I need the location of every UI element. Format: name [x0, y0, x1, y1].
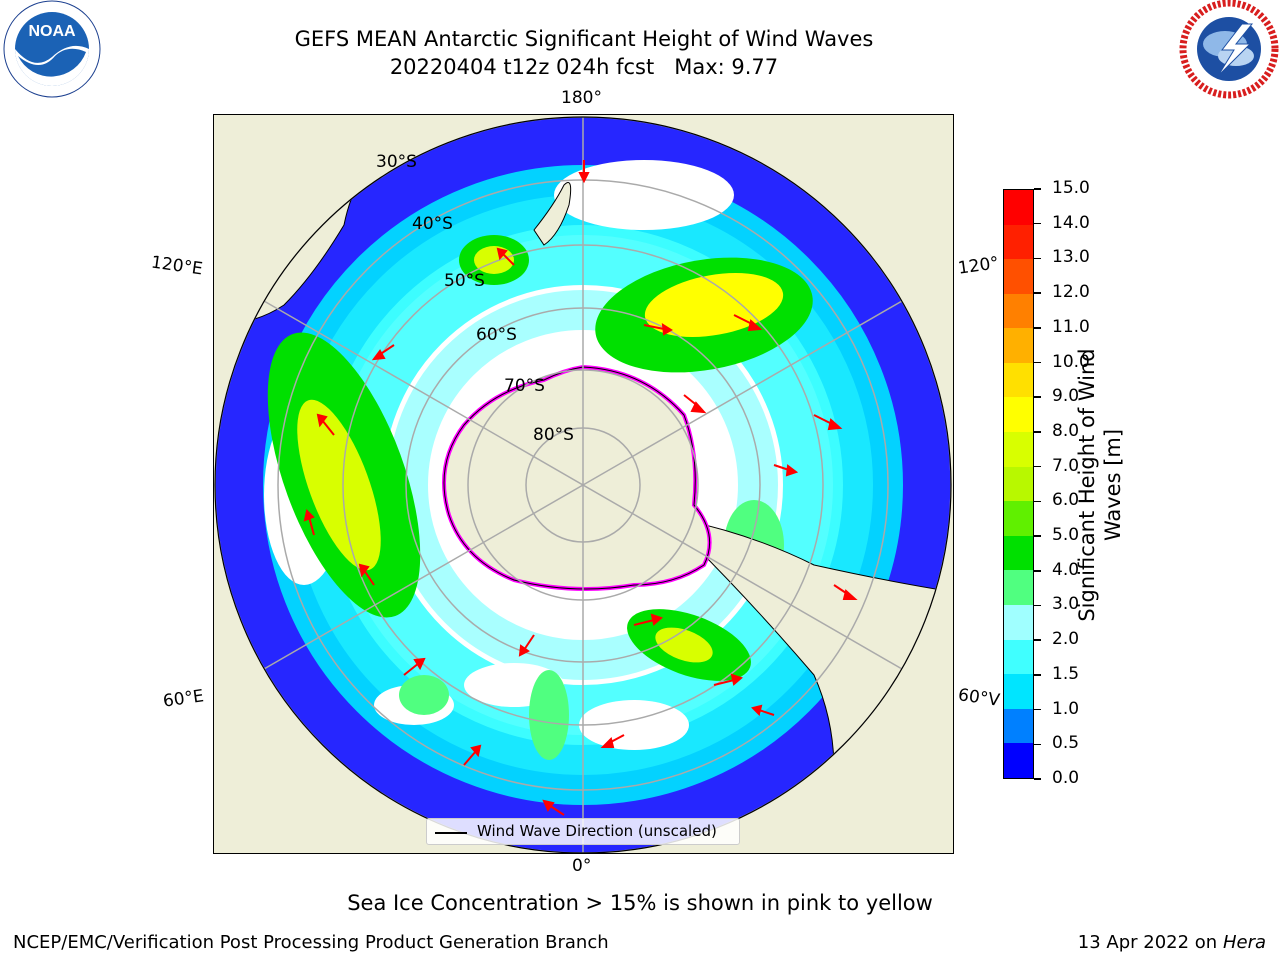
noaa-logo-text: NOAA: [28, 23, 76, 40]
colorbar-tick-label: 11.0: [1052, 316, 1090, 337]
lat-label-80s: 80°S: [533, 425, 574, 445]
colorbar-segment: [1004, 605, 1033, 640]
footer-date: 13 Apr 2022 on Hera: [1078, 932, 1266, 953]
colorbar-tick-mark: [1034, 604, 1041, 607]
colorbar-tick-label: 8.0: [1052, 420, 1080, 441]
colorbar-tick-mark: [1034, 708, 1041, 711]
colorbar-segment: [1004, 639, 1033, 675]
colorbar-tick-label: 9.0: [1052, 386, 1080, 407]
footer-date-text: 13 Apr 2022 on: [1077, 932, 1223, 953]
colorbar-tick-mark: [1034, 396, 1041, 398]
colorbar-title-line-1: Significant Height of Wind: [1075, 348, 1099, 622]
colorbar-segment: [1004, 224, 1033, 260]
colorbar-tick-label: 0.0: [1052, 768, 1080, 788]
colorbar-tick-mark: [1034, 570, 1041, 572]
title-line-1: GEFS MEAN Antarctic Significant Height o…: [294, 27, 874, 51]
legend-line-swatch: [435, 832, 467, 834]
colorbar-segment: [1004, 674, 1033, 709]
lon-label-top: 180°: [561, 88, 602, 108]
colorbar-tick-label: 1.5: [1052, 663, 1080, 684]
colorbar-tick-label: 0.5: [1052, 733, 1080, 754]
colorbar-tick-mark: [1034, 639, 1041, 641]
sea-ice-note: Sea Ice Concentration > 15% is shown in …: [347, 891, 933, 915]
colorbar-tick-label: 1.0: [1052, 698, 1080, 719]
title-line-2: 20220404 t12z 024h fcst Max: 9.77: [389, 55, 779, 79]
lat-label-50s: 50°S: [444, 271, 485, 291]
colorbar-tick-label: 5.0: [1052, 525, 1080, 546]
colorbar-tick-label: 3.0: [1052, 594, 1080, 615]
colorbar-segment: [1004, 466, 1033, 502]
colorbar-segment: [1004, 293, 1033, 329]
colorbar-segment: [1004, 397, 1033, 433]
colorbar-tick-mark: [1034, 292, 1041, 294]
footer-machine: Hera: [1222, 932, 1266, 953]
colorbar-tick-label: 12.0: [1052, 282, 1090, 303]
colorbar-tick-mark: [1034, 674, 1041, 676]
colorbar-tick-label: 10.0: [1052, 351, 1090, 372]
lat-label-60s: 60°S: [476, 325, 517, 345]
colorbar-segment: [1004, 708, 1033, 744]
colorbar-tick-label: 15.0: [1052, 178, 1090, 198]
colorbar-tick-mark: [1034, 327, 1041, 329]
colorbar-tick-mark: [1034, 465, 1041, 468]
colorbar-tick-mark: [1034, 257, 1041, 260]
colorbar-tick-mark: [1034, 535, 1041, 537]
nws-logo-icon: [1178, 0, 1280, 100]
colorbar-title-line-2: Waves [m]: [1101, 428, 1125, 542]
colorbar: [1003, 189, 1034, 779]
colorbar-tick-mark: [1034, 222, 1041, 225]
colorbar-tick-label: 6.0: [1052, 490, 1080, 511]
colorbar-tick-mark: [1034, 500, 1041, 503]
colorbar-tick-label: 7.0: [1052, 455, 1080, 476]
footer-branch: NCEP/EMC/Verification Post Processing Pr…: [13, 932, 609, 953]
lat-label-30s: 30°S: [376, 152, 417, 172]
colorbar-segment: [1004, 501, 1033, 536]
colorbar-tick-mark: [1034, 743, 1041, 746]
colorbar-segment: [1004, 362, 1033, 398]
noaa-logo-icon: NOAA: [0, 0, 104, 100]
colorbar-segment: [1004, 535, 1033, 571]
lon-label-upper-right: 120°: [956, 253, 1001, 279]
map-legend: Wind Wave Direction (unscaled): [426, 818, 740, 845]
colorbar-tick-mark: [1034, 431, 1041, 433]
colorbar-tick-label: 13.0: [1052, 247, 1090, 268]
colorbar-segment: [1004, 259, 1033, 294]
colorbar-tick-label: 4.0: [1052, 559, 1080, 580]
colorbar-segment: [1004, 432, 1033, 467]
colorbar-tick-mark: [1034, 778, 1041, 780]
lon-label-lower-left: 60°E: [161, 686, 206, 712]
colorbar-tick-label: 14.0: [1052, 212, 1090, 233]
colorbar-segment: [1004, 743, 1033, 778]
wind-arrows: [303, 160, 858, 816]
map-panel: 30°S 40°S 50°S 60°S 70°S 80°S: [213, 114, 954, 854]
lon-label-upper-left: 120°E: [149, 252, 204, 280]
colorbar-segment: [1004, 189, 1033, 225]
lon-label-bottom: 0°: [572, 856, 592, 876]
colorbar-tick-mark: [1034, 188, 1041, 190]
colorbar-tick-label: 2.0: [1052, 629, 1080, 650]
colorbar-segment: [1004, 328, 1033, 363]
lat-label-70s: 70°S: [504, 376, 545, 396]
map-canvas: [214, 115, 953, 853]
legend-label: Wind Wave Direction (unscaled): [477, 822, 717, 840]
lat-label-40s: 40°S: [412, 214, 453, 234]
colorbar-segment: [1004, 570, 1033, 606]
colorbar-tick-mark: [1034, 361, 1041, 364]
lon-label-lower-right: 60°V: [956, 685, 1001, 711]
